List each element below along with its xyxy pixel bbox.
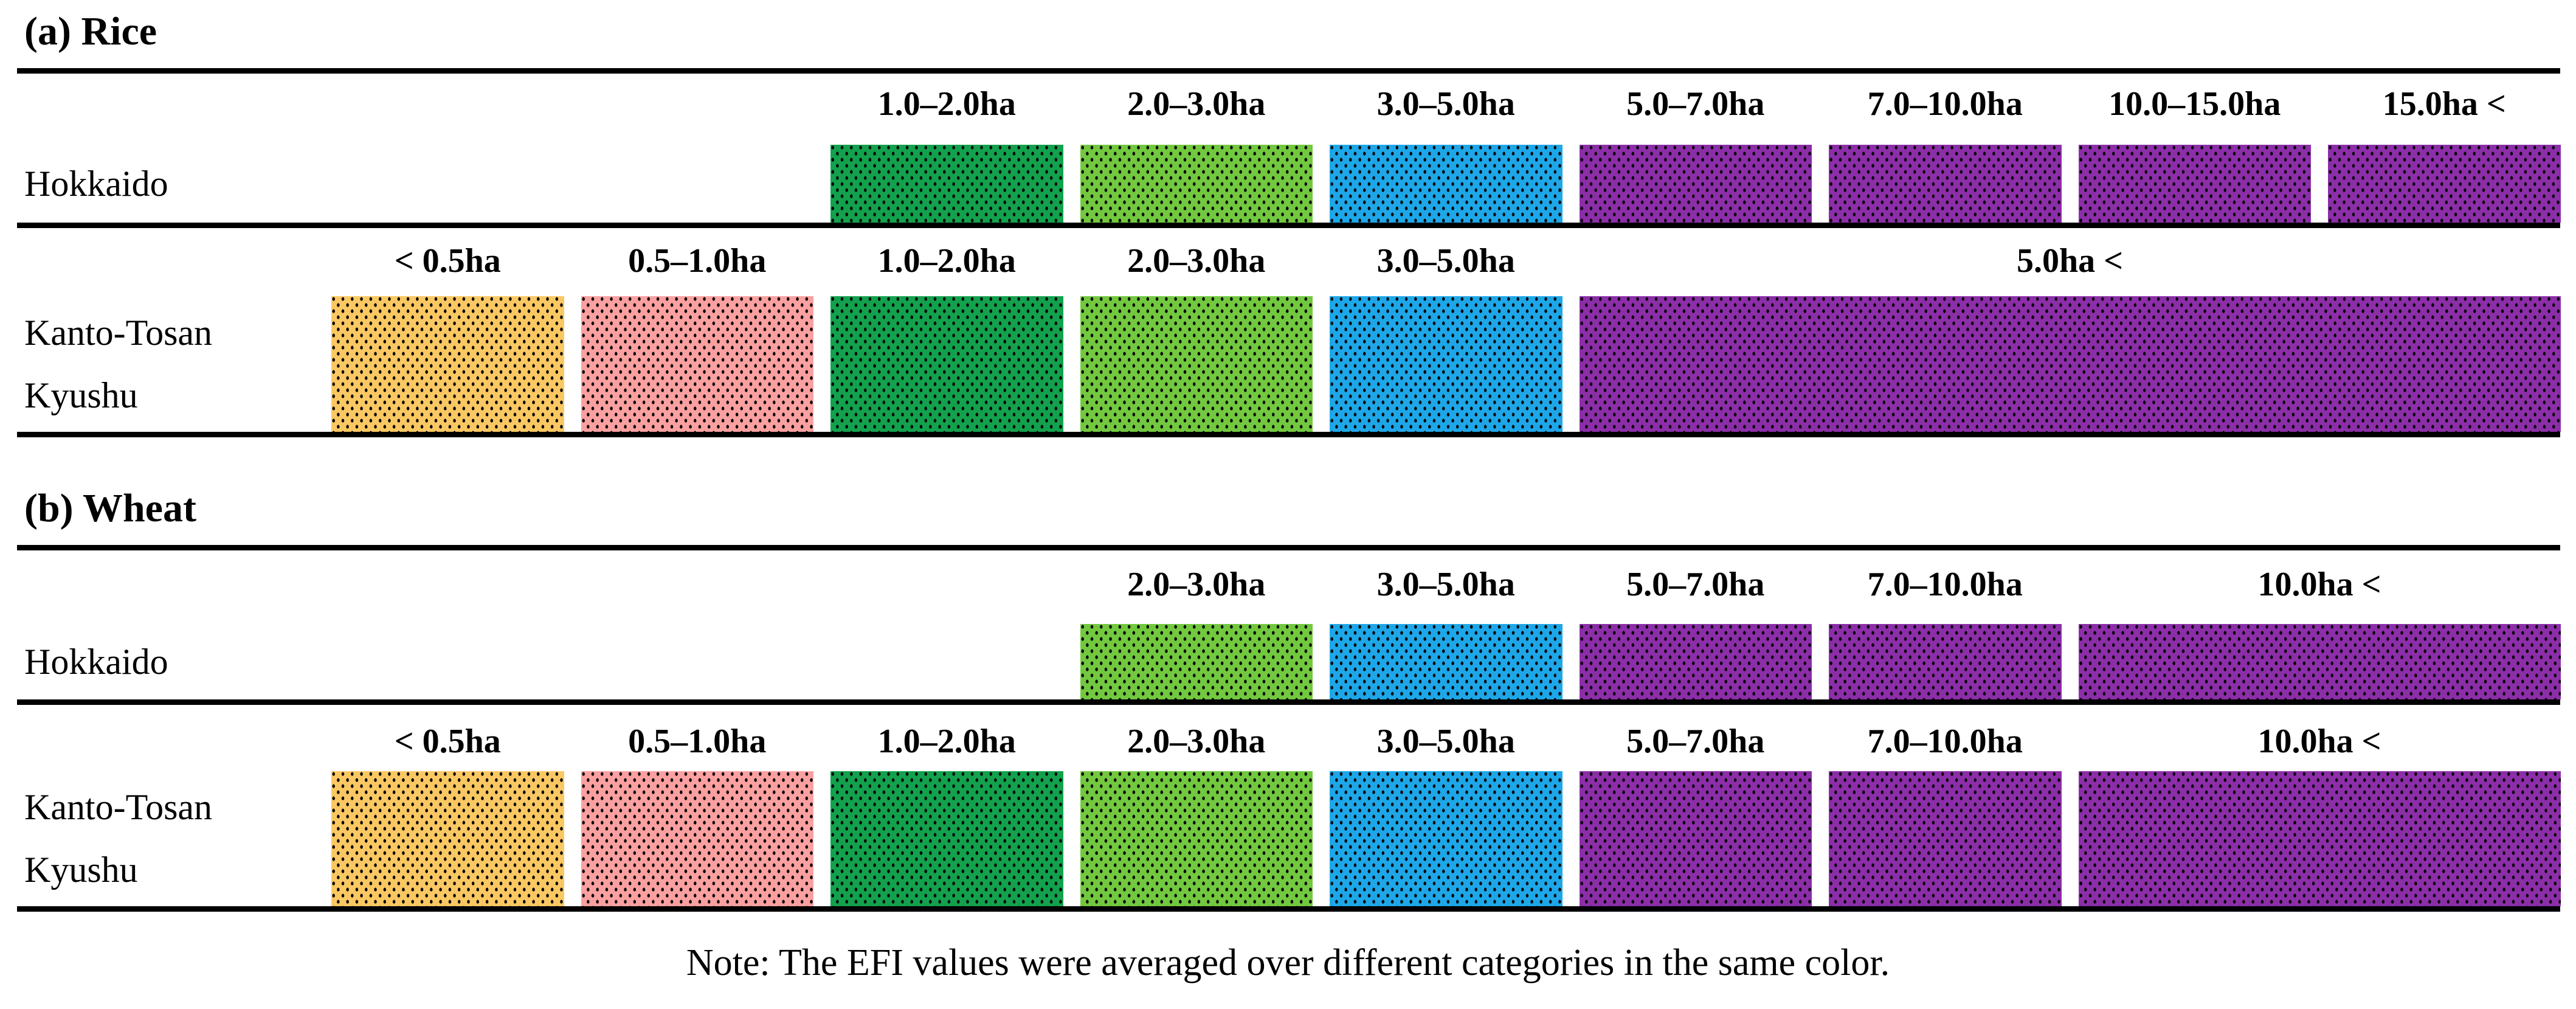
section-title-rice: (a) Rice [24,9,157,54]
row-rule-rice-1 [17,432,2560,437]
figure-note: Note: The EFI values were averaged over … [686,942,1890,983]
segment-label: 0.5–1.0ha [628,723,767,760]
segment-label: 1.0–2.0ha [877,242,1016,280]
segment-label: 2.0–3.0ha [1127,242,1266,280]
region-label-wheat-1: Kanto-Tosan Kyushu [24,776,212,901]
segment-block-purple [1829,771,2062,906]
segment-block-purple [1579,771,1812,906]
region-label-line: Hokkaido [24,163,168,204]
segment-block-dark_green [830,771,1063,906]
region-label-wheat-0: Hokkaido [24,631,168,693]
segment-label: 10.0ha < [2257,723,2381,760]
segment-block-blue [1330,145,1563,223]
segment-label: 7.0–10.0ha [1867,723,2023,760]
segment-block-light_green [1080,145,1313,223]
segment-label: < 0.5ha [394,723,501,760]
region-label-line: Kyushu [24,375,138,415]
segment-block-pink [581,296,813,432]
segment-label: 7.0–10.0ha [1867,566,2023,603]
segment-block-pink [581,771,813,906]
segment-label: 3.0–5.0ha [1376,566,1515,603]
segment-block-dark_green [830,145,1063,223]
segment-block-light_green [1080,624,1313,699]
segment-label: 7.0–10.0ha [1867,85,2023,123]
segment-label: 3.0–5.0ha [1376,85,1515,123]
segment-block-blue [1330,624,1563,699]
section-rule-wheat-top [17,545,2560,550]
segment-label: 3.0–5.0ha [1376,723,1515,760]
segment-label: 2.0–3.0ha [1127,566,1266,603]
region-label-line: Kyushu [24,850,138,890]
segment-block-yellow [331,296,564,432]
segment-block-purple [2078,624,2561,699]
segment-block-blue [1330,296,1563,432]
segment-label: 5.0–7.0ha [1626,566,1765,603]
row-rule-rice-0 [17,223,2560,228]
segment-block-purple [1829,145,2062,223]
segment-block-purple [1829,624,2062,699]
region-label-rice-1: Kanto-Tosan Kyushu [24,302,212,427]
segment-label: 5.0–7.0ha [1626,723,1765,760]
segment-block-yellow [331,771,564,906]
segment-block-purple [1579,296,2561,432]
segment-block-blue [1330,771,1563,906]
segment-label: 15.0ha < [2382,85,2506,123]
segment-label: 10.0ha < [2257,566,2381,603]
segment-label: < 0.5ha [394,242,501,280]
segment-label: 1.0–2.0ha [877,85,1016,123]
segment-label: 0.5–1.0ha [628,242,767,280]
region-label-line: Hokkaido [24,641,168,682]
segment-block-purple [2078,771,2561,906]
segment-label: 2.0–3.0ha [1127,723,1266,760]
segment-block-purple [2328,145,2561,223]
segment-block-light_green [1080,771,1313,906]
section-title-wheat: (b) Wheat [24,486,196,530]
region-label-line: Kanto-Tosan [24,312,213,353]
region-label-line: Kanto-Tosan [24,787,213,827]
segment-label: 5.0ha < [2016,242,2124,280]
segment-label: 10.0–15.0ha [2108,85,2281,123]
segment-block-purple [2078,145,2311,223]
segment-label: 2.0–3.0ha [1127,85,1266,123]
row-rule-wheat-1 [17,906,2560,912]
segment-block-light_green [1080,296,1313,432]
row-rule-wheat-0 [17,699,2560,705]
segment-label: 3.0–5.0ha [1376,242,1515,280]
region-label-rice-0: Hokkaido [24,153,168,215]
segment-label: 5.0–7.0ha [1626,85,1765,123]
segment-block-purple [1579,624,1812,699]
segment-label: 1.0–2.0ha [877,723,1016,760]
segment-block-purple [1579,145,1812,223]
segment-block-dark_green [830,296,1063,432]
section-rule-rice-top [17,68,2560,74]
